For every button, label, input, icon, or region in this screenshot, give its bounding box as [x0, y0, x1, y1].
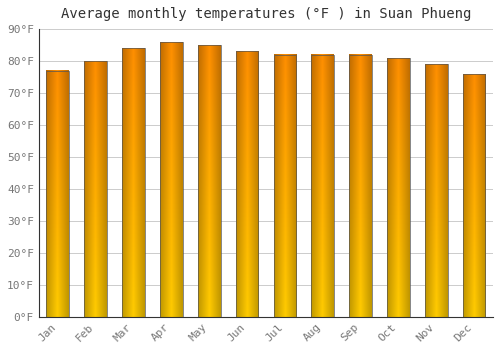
Bar [236, 51, 258, 317]
Bar [463, 74, 485, 317]
Bar [349, 55, 372, 317]
Bar [312, 55, 334, 317]
Bar [425, 64, 448, 317]
Title: Average monthly temperatures (°F ) in Suan Phueng: Average monthly temperatures (°F ) in Su… [60, 7, 471, 21]
Bar [387, 58, 410, 317]
Bar [160, 42, 182, 317]
Bar [122, 48, 145, 317]
Bar [46, 71, 69, 317]
Bar [274, 55, 296, 317]
Bar [198, 45, 220, 317]
Bar [84, 61, 107, 317]
